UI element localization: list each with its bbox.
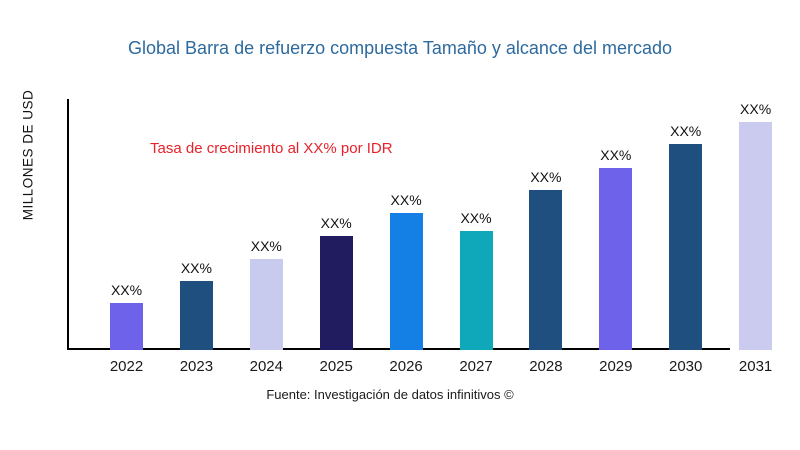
bar-value-label-2031: XX% — [740, 101, 772, 117]
bar-2022 — [110, 303, 143, 350]
bar-value-label-2029: XX% — [600, 147, 632, 163]
bar-2030 — [669, 144, 703, 350]
x-tick-label-2027: 2027 — [459, 358, 493, 375]
bar-2026 — [389, 213, 423, 350]
source-note: Fuente: Investigación de datos infinitiv… — [266, 387, 514, 402]
x-tick-label-2028: 2028 — [529, 358, 563, 375]
bar-2024 — [249, 259, 283, 350]
bar-value-label-2027: XX% — [460, 210, 492, 226]
x-tick-label-2030: 2030 — [669, 358, 703, 375]
y-axis-line — [67, 99, 69, 349]
bar-2023 — [179, 281, 213, 350]
x-tick-label-2031: 2031 — [738, 358, 773, 375]
x-tick-label-2029: 2029 — [599, 358, 633, 375]
bar-2028 — [529, 190, 563, 350]
bar-value-label-2025: XX% — [320, 215, 352, 231]
x-tick-label-2024: 2024 — [249, 358, 283, 375]
bar-value-label-2030: XX% — [670, 123, 702, 139]
chart-title: Global Barra de refuerzo compuesta Tamañ… — [128, 38, 672, 58]
x-tick-label-2025: 2025 — [319, 358, 353, 375]
x-tick-label-2022: 2022 — [109, 358, 144, 375]
x-tick-label-2026: 2026 — [389, 358, 423, 375]
bar-2031 — [739, 122, 773, 350]
bar-value-label-2028: XX% — [530, 169, 562, 185]
x-tick-label-2023: 2023 — [179, 358, 214, 375]
growth-rate-annotation: Tasa de crecimiento al XX% por IDR — [150, 140, 393, 157]
bar-value-label-2026: XX% — [390, 192, 422, 208]
bar-2025 — [319, 236, 353, 350]
bar-2027 — [459, 231, 493, 350]
bar-2029 — [599, 168, 633, 350]
bar-value-label-2023: XX% — [180, 260, 212, 276]
bar-value-label-2024: XX% — [250, 238, 282, 254]
bar-value-label-2022: XX% — [110, 282, 143, 298]
y-axis-title: MILLONES DE USD — [20, 89, 36, 221]
